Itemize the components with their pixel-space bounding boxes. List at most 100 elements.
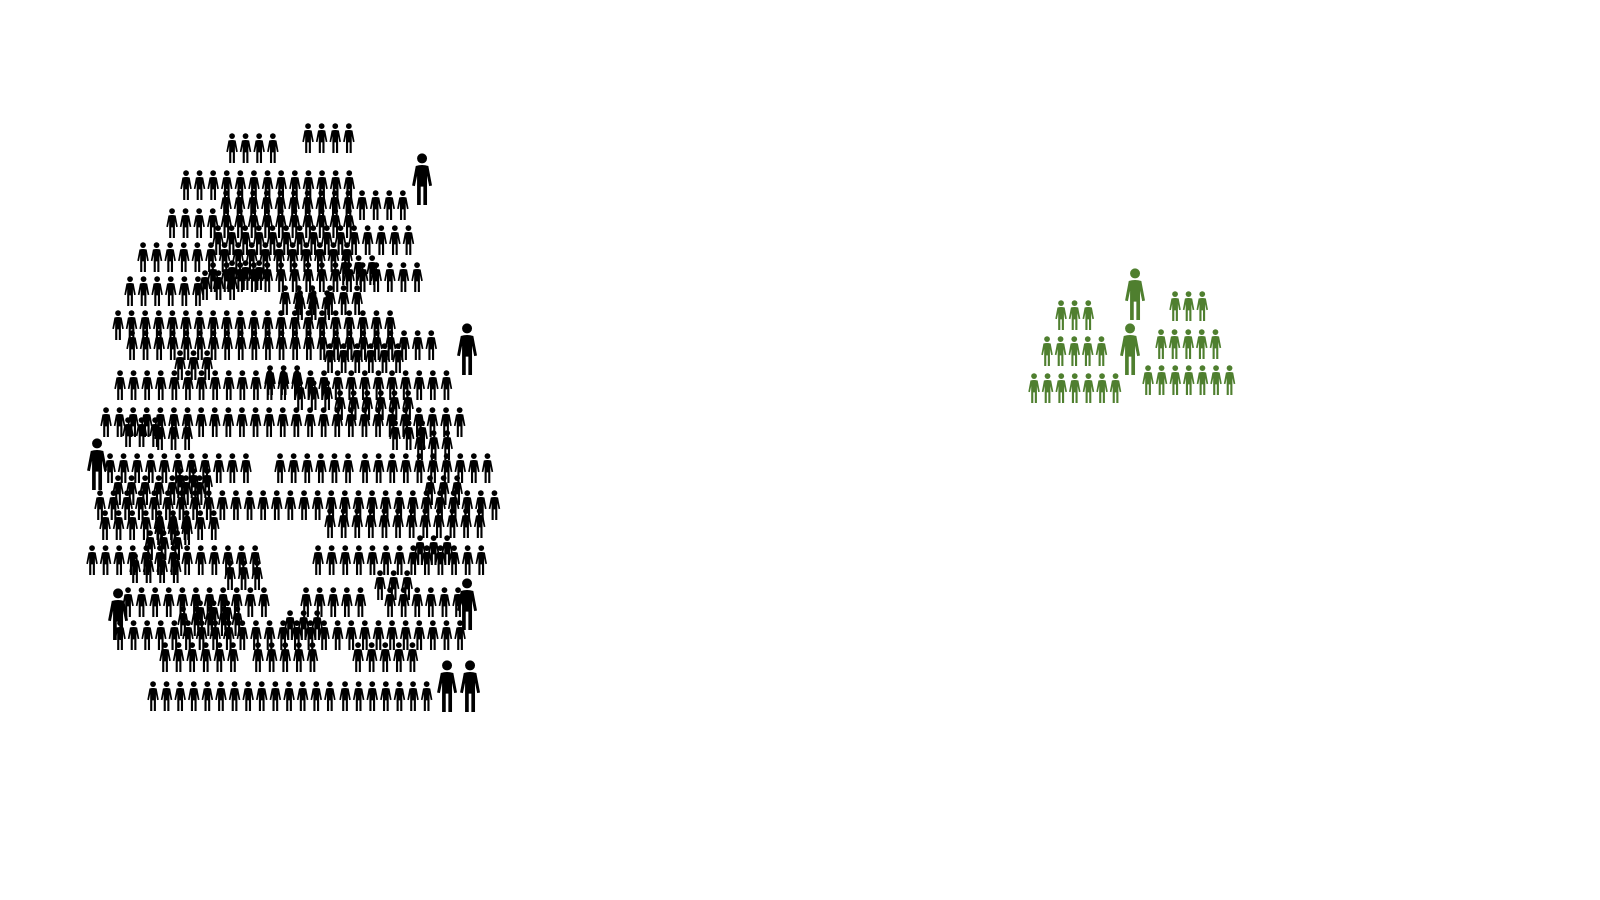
person-icon (256, 681, 268, 711)
person-icon (155, 370, 167, 400)
person-icon (242, 681, 254, 711)
person-icon (209, 370, 221, 400)
person-icon (413, 453, 426, 483)
person-icon (200, 642, 212, 672)
person-icon (488, 490, 501, 520)
person-icon (181, 545, 193, 575)
person-icon (165, 276, 177, 306)
person-icon (253, 133, 265, 163)
person-icon (1120, 323, 1141, 375)
person-icon (126, 330, 138, 360)
person-icon (1196, 329, 1208, 359)
person-icon (356, 190, 368, 220)
person-icon (328, 453, 341, 483)
person-icon (227, 642, 239, 672)
person-icon (191, 242, 204, 272)
person-icon (180, 170, 192, 200)
person-icon (440, 370, 453, 400)
person-icon (343, 123, 355, 153)
person-icon (315, 453, 327, 483)
person-icon (468, 453, 480, 483)
person-icon (384, 262, 396, 292)
person-icon (1069, 373, 1081, 403)
person-icon (397, 190, 409, 220)
person-icon (149, 587, 161, 617)
person-icon (127, 370, 140, 400)
person-icon (178, 276, 191, 306)
person-icon (303, 330, 315, 360)
person-icon (249, 407, 262, 437)
person-icon (137, 276, 150, 306)
person-icon (215, 681, 227, 711)
person-icon (1055, 300, 1067, 330)
person-icon (453, 407, 466, 437)
person-icon (263, 407, 275, 437)
person-icon (195, 407, 207, 437)
person-icon (302, 123, 314, 153)
person-icon (304, 407, 316, 437)
person-icon (359, 453, 371, 483)
person-icon (193, 208, 205, 238)
person-icon (481, 453, 494, 483)
person-icon (257, 490, 269, 520)
person-icon (236, 370, 249, 400)
person-icon (290, 407, 303, 437)
person-icon (264, 365, 276, 395)
person-icon (460, 660, 481, 712)
person-icon (277, 365, 290, 395)
person-icon (438, 587, 451, 617)
person-icon (243, 490, 256, 520)
person-icon (176, 587, 189, 617)
person-icon (1095, 336, 1108, 366)
person-icon (174, 681, 186, 711)
person-icon (1082, 373, 1095, 403)
person-icon (193, 170, 206, 200)
person-icon (312, 545, 324, 575)
person-icon (244, 587, 257, 617)
person-icon (1109, 373, 1122, 403)
person-icon (400, 453, 412, 483)
person-icon (324, 681, 336, 711)
person-icon (425, 330, 437, 360)
person-icon (1169, 365, 1181, 395)
person-icon (160, 681, 173, 711)
person-icon (427, 370, 439, 400)
person-icon (135, 587, 148, 617)
person-icon (317, 407, 330, 437)
person-icon (226, 133, 238, 163)
person-icon (457, 323, 478, 375)
person-icon (1196, 365, 1209, 395)
person-icon (216, 490, 229, 520)
person-icon (1183, 365, 1195, 395)
person-icon (159, 642, 171, 672)
person-icon (325, 545, 338, 575)
person-icon (222, 407, 235, 437)
person-icon (461, 545, 474, 575)
person-icon (262, 330, 274, 360)
person-icon (366, 545, 379, 575)
person-icon (298, 490, 310, 520)
person-icon (228, 681, 241, 711)
person-icon (139, 330, 152, 360)
person-icon (1125, 268, 1146, 320)
person-icon (389, 225, 401, 255)
person-icon (1041, 336, 1053, 366)
person-icon (258, 587, 270, 617)
person-icon (380, 545, 392, 575)
person-icon (180, 330, 193, 360)
person-icon (339, 681, 351, 711)
person-icon (437, 660, 458, 712)
person-icon (411, 262, 423, 292)
person-icon (440, 620, 453, 650)
person-icon (393, 545, 406, 575)
person-icon (369, 190, 382, 220)
person-icon (1041, 373, 1054, 403)
person-icon (267, 133, 279, 163)
person-icon (1082, 300, 1094, 330)
person-icon (339, 545, 351, 575)
person-icon (1054, 336, 1067, 366)
person-icon (354, 587, 367, 617)
person-icon (1182, 291, 1195, 321)
person-icon (425, 587, 437, 617)
